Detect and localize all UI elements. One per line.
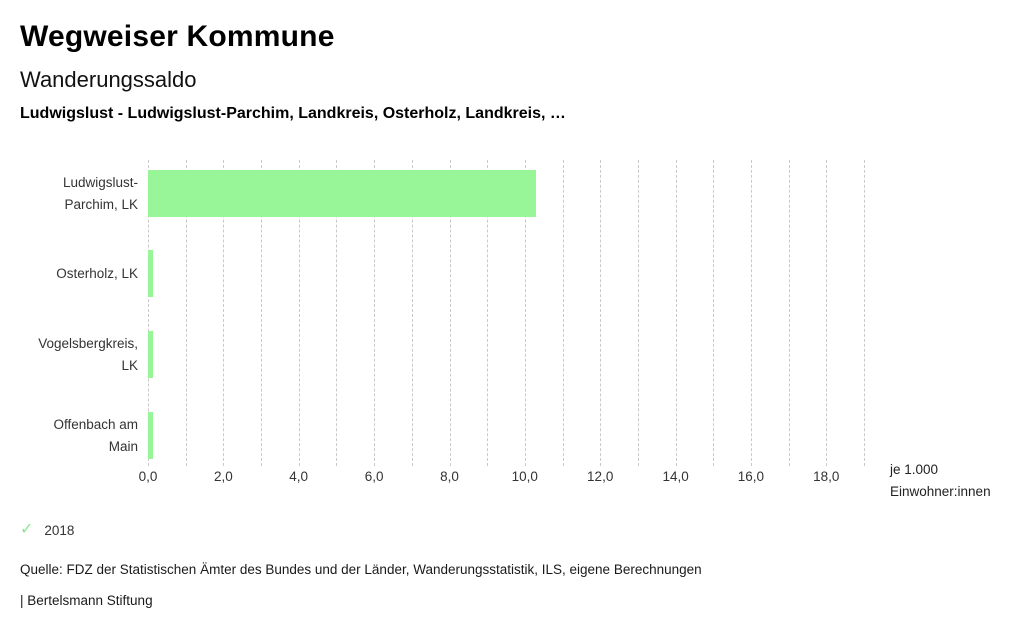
x-axis-tick: 18,0 xyxy=(813,469,840,484)
source-text: Quelle: FDZ der Statistischen Ämter des … xyxy=(20,562,702,577)
gridline xyxy=(223,160,225,466)
category-label: Osterholz, LK xyxy=(56,265,138,281)
gridline xyxy=(788,160,790,466)
gridline xyxy=(750,160,752,466)
legend-year-toggle[interactable]: ✓ 2018 xyxy=(20,522,74,538)
bar-vogelsbergkreis-lk[interactable] xyxy=(148,331,153,378)
gridline xyxy=(713,160,715,466)
gridline xyxy=(864,160,865,466)
x-axis-tick: 4,0 xyxy=(289,469,309,484)
x-axis-tick: 6,0 xyxy=(364,469,384,484)
category-label: Offenbach am Main xyxy=(53,416,138,454)
bar-osterholz-lk[interactable] xyxy=(148,250,153,297)
x-axis-tick: 14,0 xyxy=(662,469,689,484)
x-axis-tick: 12,0 xyxy=(587,469,614,484)
bar-ludwigslust-parchim-lk[interactable] xyxy=(148,170,537,217)
gridline xyxy=(487,160,489,466)
attribution-text: | Bertelsmann Stiftung xyxy=(20,593,153,608)
x-axis-unit-label: je 1.000 Einwohner:innen xyxy=(890,459,991,502)
unit-label-line1: je 1.000 xyxy=(890,462,939,477)
category-label: Vogelsbergkreis, LK xyxy=(38,335,138,373)
gridline xyxy=(449,160,451,466)
gridline xyxy=(298,160,300,466)
gridline xyxy=(675,160,677,466)
x-axis-tick: 16,0 xyxy=(737,469,765,484)
gridline xyxy=(637,160,639,466)
chart-title: Wanderungssaldo xyxy=(20,67,197,92)
legend-year-label: 2018 xyxy=(44,522,75,538)
x-axis-tick: 8,0 xyxy=(440,469,459,484)
gridline xyxy=(524,160,526,466)
x-axis-tick: 0,0 xyxy=(138,469,158,484)
gridline xyxy=(261,160,263,466)
gridline xyxy=(826,160,828,466)
gridline xyxy=(374,160,376,466)
x-axis-tick: 10,0 xyxy=(511,469,538,484)
bar-chart-plot-area xyxy=(148,160,865,466)
check-icon: ✓ xyxy=(20,521,34,538)
gridline xyxy=(148,160,149,466)
gridline xyxy=(411,160,413,466)
gridline xyxy=(336,160,338,466)
x-axis-tick: 2,0 xyxy=(214,469,233,484)
chart-selection-subtitle: Ludwigslust - Ludwigslust-Parchim, Landk… xyxy=(20,105,566,122)
page-title: Wegweiser Kommune xyxy=(20,20,335,53)
category-label: Ludwigslust- Parchim, LK xyxy=(62,174,138,212)
gridline xyxy=(185,160,187,466)
bar-offenbach-am-main[interactable] xyxy=(148,412,153,459)
gridline xyxy=(600,160,602,466)
unit-label-line2: Einwohner:innen xyxy=(890,483,991,499)
gridline xyxy=(562,160,564,466)
